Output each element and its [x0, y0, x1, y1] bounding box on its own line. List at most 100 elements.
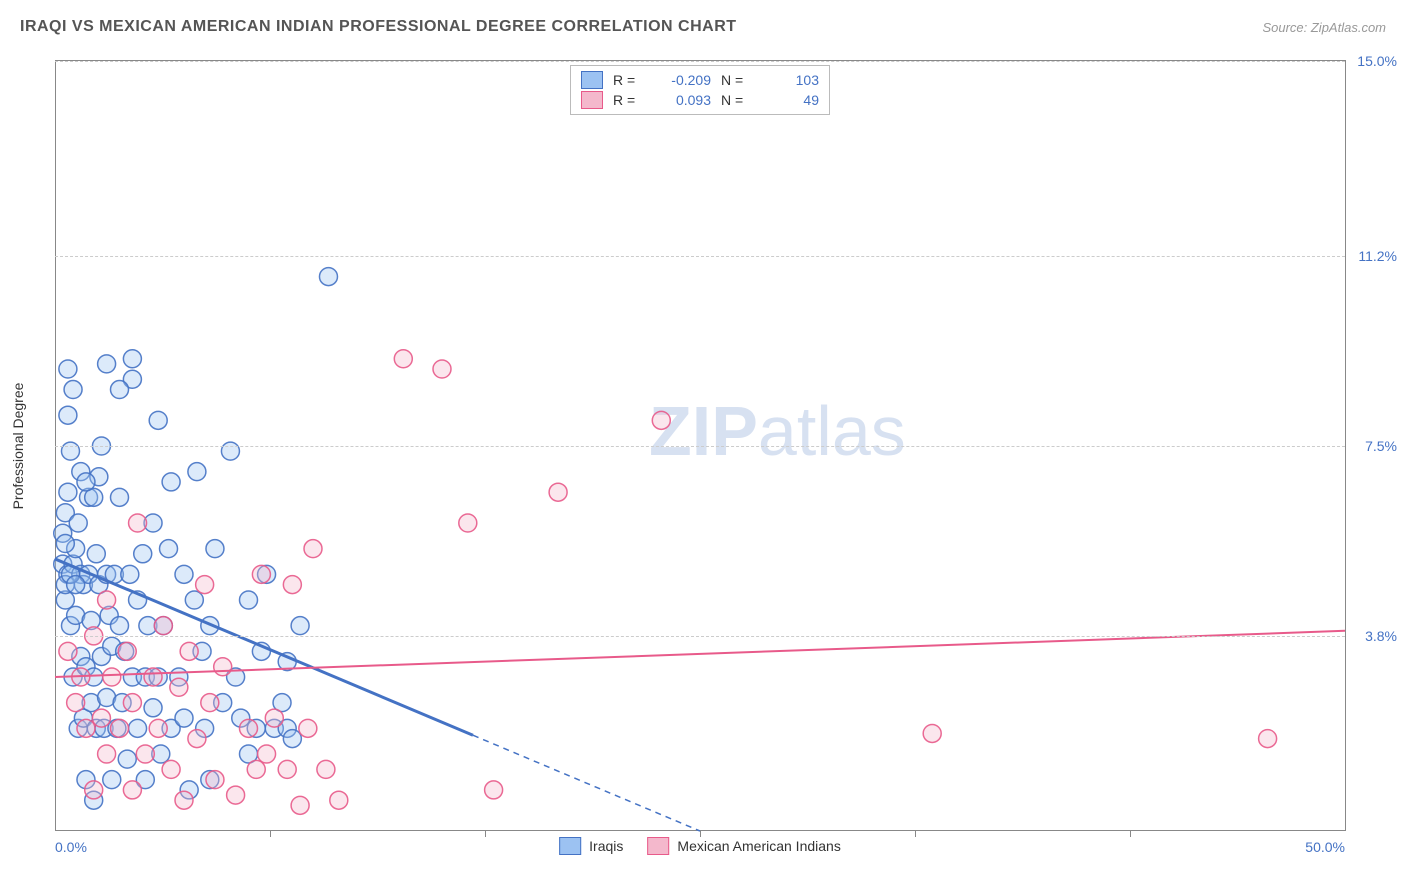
data-point [129, 514, 147, 532]
data-point [111, 381, 129, 399]
data-point [123, 350, 141, 368]
legend-swatch [559, 837, 581, 855]
data-point [291, 617, 309, 635]
legend-swatch [581, 71, 603, 89]
legend-series-item: Iraqis [559, 837, 623, 855]
data-point [162, 760, 180, 778]
data-point [196, 576, 214, 594]
data-point [240, 719, 258, 737]
data-point [92, 709, 110, 727]
data-point [103, 771, 121, 789]
plot-area: ZIPatlas R =-0.209N =103R =0.093N =49 Ir… [55, 60, 1346, 831]
data-point [56, 535, 74, 553]
x-tick-label: 50.0% [1305, 839, 1345, 855]
data-point [485, 781, 503, 799]
data-point [247, 760, 265, 778]
data-point [206, 540, 224, 558]
data-point [67, 694, 85, 712]
legend-r-label: R = [613, 92, 647, 108]
data-point [134, 545, 152, 563]
data-point [69, 514, 87, 532]
data-point [258, 745, 276, 763]
data-point [123, 781, 141, 799]
legend-n-value: 103 [765, 72, 819, 88]
y-axis-label: Professional Degree [10, 383, 26, 510]
legend-swatch [647, 837, 669, 855]
gridline [55, 256, 1345, 257]
data-point [77, 473, 95, 491]
data-point [459, 514, 477, 532]
data-point [433, 360, 451, 378]
data-point [923, 724, 941, 742]
data-point [121, 565, 139, 583]
legend-r-value: 0.093 [657, 92, 711, 108]
data-point [118, 750, 136, 768]
data-point [149, 411, 167, 429]
data-point [188, 463, 206, 481]
legend-r-value: -0.209 [657, 72, 711, 88]
data-point [291, 796, 309, 814]
x-tick-mark [700, 831, 701, 837]
data-point [103, 668, 121, 686]
data-point [111, 617, 129, 635]
data-point [240, 591, 258, 609]
legend-series-name: Mexican American Indians [677, 838, 840, 854]
y-tick-label: 7.5% [1365, 438, 1397, 454]
data-point [227, 786, 245, 804]
legend-n-value: 49 [765, 92, 819, 108]
legend-swatch [581, 91, 603, 109]
legend-n-label: N = [721, 72, 755, 88]
data-point [175, 709, 193, 727]
data-point [175, 791, 193, 809]
data-point [175, 565, 193, 583]
x-tick-mark [485, 831, 486, 837]
x-tick-mark [1130, 831, 1131, 837]
gridline [55, 61, 1345, 62]
legend-row: R = -0.209 N = 103 [581, 70, 819, 90]
title-bar: IRAQI VS MEXICAN AMERICAN INDIAN PROFESS… [20, 18, 1386, 36]
data-point [188, 730, 206, 748]
data-point [67, 576, 85, 594]
data-point [221, 442, 239, 460]
gridline [55, 636, 1345, 637]
data-point [330, 791, 348, 809]
y-tick-label: 15.0% [1357, 53, 1397, 69]
trend-line-dashed [473, 735, 700, 831]
y-tick-label: 3.8% [1365, 628, 1397, 644]
data-point [87, 545, 105, 563]
data-point [59, 483, 77, 501]
data-point [64, 381, 82, 399]
data-point [283, 576, 301, 594]
data-point [85, 781, 103, 799]
legend-r-label: R = [613, 72, 647, 88]
data-point [59, 406, 77, 424]
data-point [98, 591, 116, 609]
data-point [1259, 730, 1277, 748]
x-tick-mark [270, 831, 271, 837]
data-point [201, 694, 219, 712]
data-point [185, 591, 203, 609]
data-point [317, 760, 335, 778]
data-point [149, 719, 167, 737]
data-point [111, 488, 129, 506]
data-point [319, 268, 337, 286]
data-point [59, 642, 77, 660]
data-point [123, 694, 141, 712]
chart-title: IRAQI VS MEXICAN AMERICAN INDIAN PROFESS… [20, 18, 737, 36]
data-point [111, 719, 129, 737]
data-point [98, 745, 116, 763]
data-point [170, 678, 188, 696]
data-point [214, 658, 232, 676]
data-point [394, 350, 412, 368]
legend-series-item: Mexican American Indians [647, 837, 840, 855]
data-point [162, 473, 180, 491]
legend-correlation: R = -0.209 N = 103 R = 0.093 N = 49 [570, 65, 830, 115]
legend-n-label: N = [721, 92, 755, 108]
gridline [55, 446, 1345, 447]
data-point [206, 771, 224, 789]
x-tick-mark [915, 831, 916, 837]
data-point [252, 565, 270, 583]
data-point [118, 642, 136, 660]
data-point [144, 668, 162, 686]
data-point [61, 442, 79, 460]
